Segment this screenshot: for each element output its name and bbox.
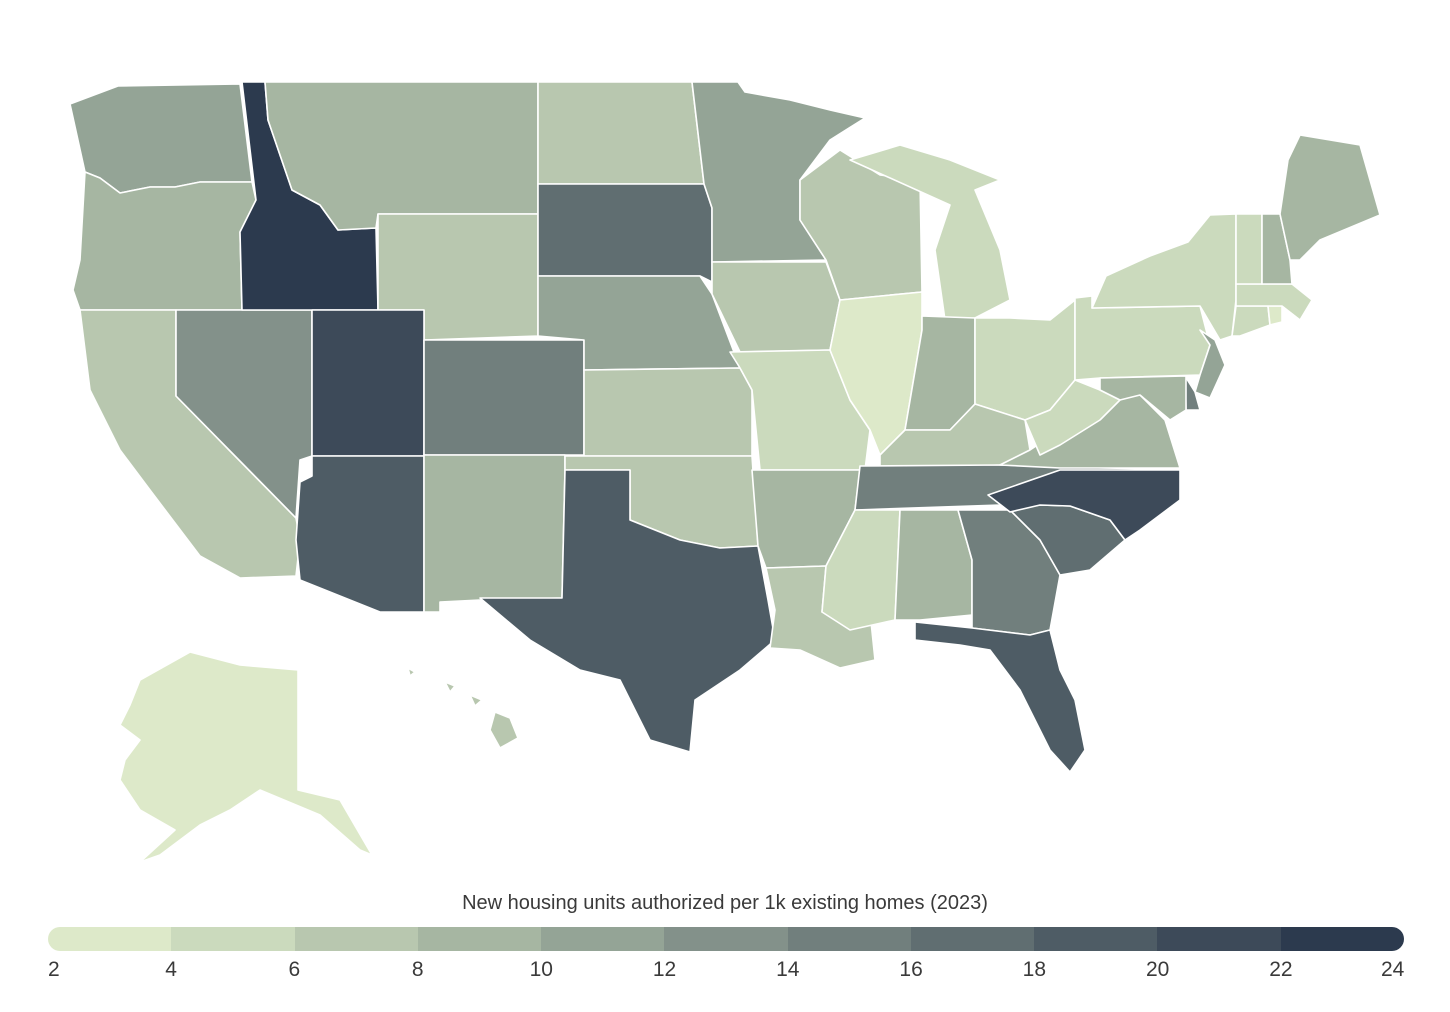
legend-tick-label: 6 — [288, 958, 301, 981]
legend-tick-label: 12 — [652, 958, 677, 981]
state-hawaii[interactable]: Hawaii — [407, 667, 519, 749]
state-iowa[interactable]: Iowa — [711, 261, 841, 353]
legend-segment — [1157, 927, 1281, 951]
state-kansas[interactable]: Kansas — [583, 367, 753, 457]
state-vermont[interactable]: Vermont — [1235, 213, 1263, 285]
legend-tick-label: 24 — [1381, 958, 1405, 981]
legend-segment — [541, 927, 665, 951]
state-north-dakota[interactable]: North Dakota — [537, 81, 705, 185]
legend-segment — [294, 927, 418, 951]
state-north-carolina[interactable]: North Carolina — [987, 469, 1181, 541]
state-texas[interactable]: Texas — [479, 469, 776, 753]
state-minnesota[interactable]: Minnesota — [691, 81, 866, 263]
state-maine[interactable]: Maine — [1279, 134, 1381, 261]
color-scale-ticks: 2 4 6 8 10 12 14 16 18 20 22 24 — [48, 958, 1404, 984]
legend-title: New housing units authorized per 1k exis… — [462, 892, 988, 914]
legend-segment — [417, 927, 542, 951]
legend-tick-label: 10 — [529, 958, 553, 981]
state-connecticut[interactable]: Connecticut — [1231, 305, 1271, 337]
state-utah[interactable]: Utah — [311, 309, 425, 457]
state-south-dakota[interactable]: South Dakota — [537, 183, 713, 283]
legend-segment — [1034, 927, 1158, 951]
legend-tick-label: 2 — [48, 958, 60, 981]
state-alabama[interactable]: Alabama — [894, 509, 973, 621]
state-rhode-island[interactable]: Rhode Island — [1267, 305, 1283, 326]
legend-tick-label: 22 — [1269, 958, 1293, 981]
state-arizona[interactable]: Arizona — [295, 455, 425, 613]
state-maryland[interactable]: Maryland — [1099, 375, 1187, 421]
legend-tick-label: 14 — [776, 958, 800, 981]
state-new-hampshire[interactable]: New Hampshire — [1261, 213, 1293, 285]
legend-tick-label: 4 — [165, 958, 177, 981]
state-michigan[interactable]: Michigan — [849, 144, 1011, 321]
state-oregon[interactable]: Oregon — [72, 171, 257, 311]
legend-segment — [787, 927, 911, 951]
legend-tick-label: 18 — [1022, 958, 1047, 981]
state-new-jersey[interactable]: New Jersey — [1194, 329, 1226, 399]
legend-segment — [910, 927, 1035, 951]
state-colorado[interactable]: Colorado — [423, 339, 585, 456]
legend-tick-label: 8 — [411, 958, 424, 981]
legend-segment — [48, 927, 172, 951]
legend-tick-label: 16 — [899, 958, 923, 981]
legend-segment — [664, 927, 788, 951]
color-scale-bar — [48, 927, 1404, 951]
legend-segment — [171, 927, 295, 951]
us-choropleth-map: Washington Oregon California Nevada Idah… — [69, 81, 1381, 863]
state-new-mexico[interactable]: New Mexico — [423, 454, 566, 613]
state-florida[interactable]: Florida — [914, 621, 1086, 773]
legend-segment — [1280, 927, 1404, 951]
state-alaska[interactable]: Alaska — [119, 651, 373, 863]
legend-tick-label: 20 — [1145, 958, 1170, 981]
